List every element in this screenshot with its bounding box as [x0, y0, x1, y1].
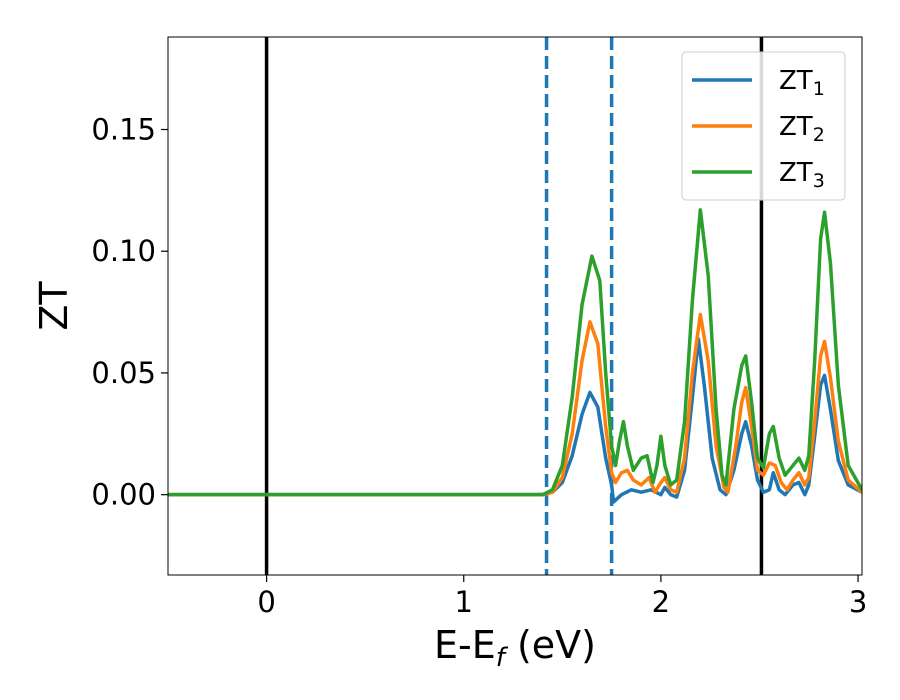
legend-label: ZT3 — [779, 158, 825, 192]
legend-label: ZT2 — [779, 112, 825, 146]
legend-item-zt1: ZT1 — [692, 66, 825, 100]
y-tick-label: 0.05 — [91, 356, 156, 390]
x-tick-label: 0 — [257, 585, 275, 619]
x-axis-label-main: E-E — [434, 623, 496, 667]
x-axis-ticks: 0 1 2 3 — [257, 575, 867, 619]
legend: ZT1 ZT2 ZT3 — [681, 51, 846, 201]
x-axis-label: E-Ef (eV) — [434, 623, 596, 673]
series-line-zt2 — [168, 312, 862, 497]
x-tick-label: 1 — [455, 585, 473, 619]
series-line-zt1 — [168, 337, 862, 504]
x-axis-label-unit: (eV) — [505, 623, 596, 667]
x-tick-label: 2 — [652, 585, 670, 619]
y-axis-ticks: 0.00 0.05 0.10 0.15 — [91, 113, 168, 512]
legend-item-zt3: ZT3 — [692, 158, 825, 192]
x-tick-label: 3 — [849, 585, 867, 619]
y-tick-label: 0.10 — [91, 234, 156, 268]
y-axis-label: ZT — [32, 281, 76, 331]
y-tick-label: 0.15 — [91, 113, 156, 147]
y-tick-label: 0.00 — [91, 478, 156, 512]
series-layer — [168, 208, 862, 504]
legend-box — [681, 51, 846, 201]
series-line-zt3 — [168, 208, 862, 497]
legend-item-zt2: ZT2 — [692, 112, 825, 146]
legend-label: ZT1 — [779, 66, 825, 100]
plot-frame — [167, 36, 863, 576]
